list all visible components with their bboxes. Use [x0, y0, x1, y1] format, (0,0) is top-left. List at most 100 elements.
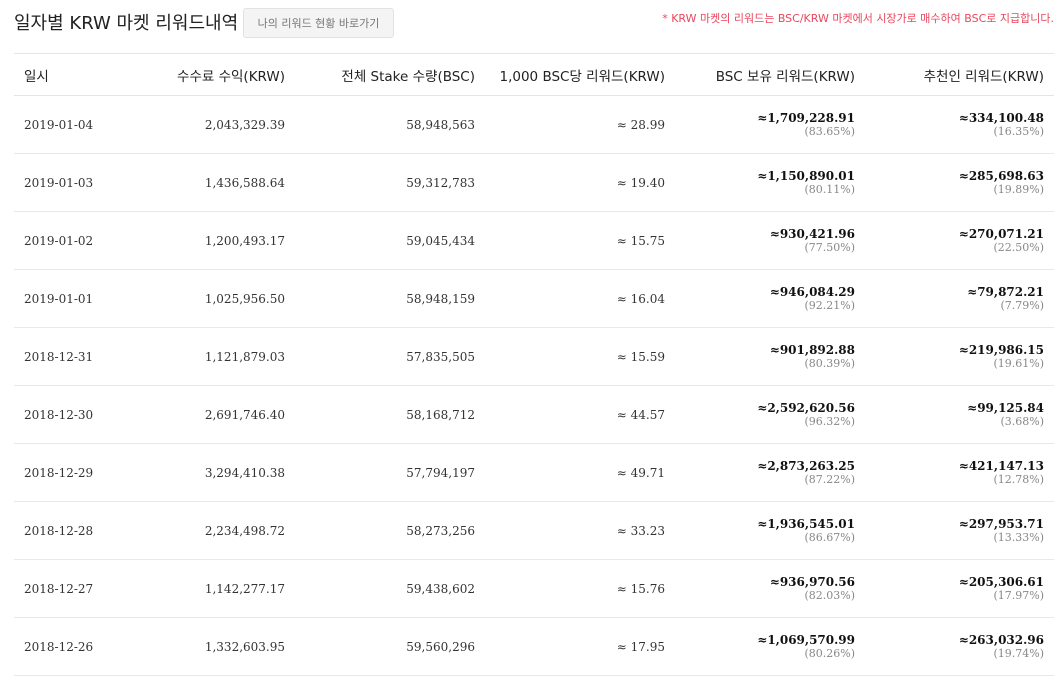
- column-header-date: 일시: [14, 53, 138, 96]
- holder-reward-percent: (87.22%): [804, 472, 855, 486]
- referrer-reward-value: ≈297,953.71: [958, 516, 1044, 531]
- table-row: 2018-12-31 1,121,879.03 57,835,505 ≈ 15.59 ≈…: [14, 327, 1054, 386]
- cell-date: 2018-12-30: [14, 385, 138, 444]
- referrer-reward-value: ≈263,032.96: [958, 632, 1044, 647]
- cell-fee-revenue: 1,436,588.64: [138, 153, 295, 212]
- cell-reward-per-1000: ≈ 15.59: [485, 327, 675, 386]
- holder-reward-value: ≈2,873,263.25: [757, 458, 855, 473]
- cell-holder-reward: ≈1,069,570.99 (80.26%): [675, 617, 865, 676]
- table-row: 2019-01-02 1,200,493.17 59,045,434 ≈ 15.75 ≈…: [14, 211, 1054, 270]
- my-reward-status-button[interactable]: 나의 리워드 현황 바로가기: [243, 8, 394, 38]
- cell-total-stake: 58,948,159: [295, 269, 485, 328]
- cell-fee-revenue: 1,025,956.50: [138, 269, 295, 328]
- column-header-referrer-reward: 추천인 리워드(KRW): [865, 53, 1054, 96]
- column-header-reward-per-1000: 1,000 BSC당 리워드(KRW): [485, 53, 675, 96]
- cell-date: 2018-12-29: [14, 443, 138, 502]
- cell-fee-revenue: 2,043,329.39: [138, 95, 295, 154]
- page-title: 일자별 KRW 마켓 리워드내역: [14, 13, 239, 34]
- cell-date: 2019-01-03: [14, 153, 138, 212]
- holder-reward-percent: (80.26%): [804, 646, 855, 660]
- table-row: 2018-12-27 1,142,277.17 59,438,602 ≈ 15.76 ≈…: [14, 559, 1054, 618]
- page-header: 일자별 KRW 마켓 리워드내역 나의 리워드 현황 바로가기 * KRW 마켓…: [0, 0, 1064, 52]
- holder-reward-percent: (80.39%): [804, 356, 855, 370]
- holder-reward-percent: (96.32%): [804, 414, 855, 428]
- cell-reward-per-1000: ≈ 15.76: [485, 559, 675, 618]
- referrer-reward-value: ≈219,986.15: [958, 342, 1044, 357]
- holder-reward-value: ≈930,421.96: [769, 226, 855, 241]
- cell-referrer-reward: ≈421,147.13 (12.78%): [865, 443, 1054, 502]
- referrer-reward-percent: (13.33%): [993, 530, 1044, 544]
- cell-referrer-reward: ≈285,698.63 (19.89%): [865, 153, 1054, 212]
- cell-referrer-reward: ≈79,872.21 (7.79%): [865, 269, 1054, 328]
- table-row: 2019-01-01 1,025,956.50 58,948,159 ≈ 16.04 ≈…: [14, 269, 1054, 328]
- cell-total-stake: 59,045,434: [295, 211, 485, 270]
- table-header-row: 일시 수수료 수익(KRW) 전체 Stake 수량(BSC) 1,000 BS…: [14, 53, 1054, 96]
- holder-reward-value: ≈1,936,545.01: [757, 516, 855, 531]
- table-row: 2018-12-28 2,234,498.72 58,273,256 ≈ 33.23 ≈…: [14, 501, 1054, 560]
- holder-reward-value: ≈1,709,228.91: [757, 110, 855, 125]
- referrer-reward-value: ≈270,071.21: [958, 226, 1044, 241]
- cell-holder-reward: ≈2,873,263.25 (87.22%): [675, 443, 865, 502]
- cell-reward-per-1000: ≈ 16.04: [485, 269, 675, 328]
- cell-fee-revenue: 2,234,498.72: [138, 501, 295, 560]
- cell-fee-revenue: 1,121,879.03: [138, 327, 295, 386]
- cell-reward-per-1000: ≈ 49.71: [485, 443, 675, 502]
- cell-holder-reward: ≈901,892.88 (80.39%): [675, 327, 865, 386]
- holder-reward-percent: (77.50%): [804, 240, 855, 254]
- cell-referrer-reward: ≈297,953.71 (13.33%): [865, 501, 1054, 560]
- table-row: 2019-01-03 1,436,588.64 59,312,783 ≈ 19.40 ≈…: [14, 153, 1054, 212]
- cell-reward-per-1000: ≈ 28.99: [485, 95, 675, 154]
- referrer-reward-value: ≈285,698.63: [958, 168, 1044, 183]
- cell-holder-reward: ≈1,709,228.91 (83.65%): [675, 95, 865, 154]
- cell-referrer-reward: ≈263,032.96 (19.74%): [865, 617, 1054, 676]
- reward-notice: * KRW 마켓의 리워드는 BSC/KRW 마켓에서 시장가로 매수하여 BS…: [662, 12, 1054, 25]
- referrer-reward-percent: (22.50%): [993, 240, 1044, 254]
- holder-reward-percent: (82.03%): [804, 588, 855, 602]
- referrer-reward-percent: (19.74%): [993, 646, 1044, 660]
- referrer-reward-percent: (17.97%): [993, 588, 1044, 602]
- table-row: 2019-01-04 2,043,329.39 58,948,563 ≈ 28.99 ≈…: [14, 95, 1054, 154]
- cell-reward-per-1000: ≈ 15.75: [485, 211, 675, 270]
- referrer-reward-value: ≈79,872.21: [967, 284, 1044, 299]
- cell-date: 2019-01-02: [14, 211, 138, 270]
- column-header-fee-revenue: 수수료 수익(KRW): [138, 53, 295, 96]
- cell-date: 2018-12-31: [14, 327, 138, 386]
- holder-reward-percent: (86.67%): [804, 530, 855, 544]
- cell-reward-per-1000: ≈ 44.57: [485, 385, 675, 444]
- holder-reward-value: ≈1,069,570.99: [757, 632, 855, 647]
- referrer-reward-value: ≈421,147.13: [958, 458, 1044, 473]
- cell-total-stake: 59,438,602: [295, 559, 485, 618]
- cell-total-stake: 59,312,783: [295, 153, 485, 212]
- holder-reward-value: ≈2,592,620.56: [757, 400, 855, 415]
- cell-holder-reward: ≈1,936,545.01 (86.67%): [675, 501, 865, 560]
- cell-reward-per-1000: ≈ 33.23: [485, 501, 675, 560]
- cell-referrer-reward: ≈99,125.84 (3.68%): [865, 385, 1054, 444]
- cell-total-stake: 59,560,296: [295, 617, 485, 676]
- table-body: 2019-01-04 2,043,329.39 58,948,563 ≈ 28.99 ≈…: [14, 95, 1054, 676]
- holder-reward-percent: (83.65%): [804, 124, 855, 138]
- cell-date: 2019-01-01: [14, 269, 138, 328]
- referrer-reward-percent: (16.35%): [993, 124, 1044, 138]
- cell-date: 2018-12-26: [14, 617, 138, 676]
- cell-fee-revenue: 1,200,493.17: [138, 211, 295, 270]
- cell-holder-reward: ≈2,592,620.56 (96.32%): [675, 385, 865, 444]
- cell-holder-reward: ≈946,084.29 (92.21%): [675, 269, 865, 328]
- cell-fee-revenue: 2,691,746.40: [138, 385, 295, 444]
- referrer-reward-percent: (19.61%): [993, 356, 1044, 370]
- table-row: 2018-12-26 1,332,603.95 59,560,296 ≈ 17.95 ≈…: [14, 617, 1054, 676]
- cell-date: 2019-01-04: [14, 95, 138, 154]
- cell-total-stake: 57,835,505: [295, 327, 485, 386]
- cell-reward-per-1000: ≈ 17.95: [485, 617, 675, 676]
- holder-reward-value: ≈946,084.29: [769, 284, 855, 299]
- holder-reward-percent: (80.11%): [804, 182, 855, 196]
- holder-reward-value: ≈901,892.88: [769, 342, 855, 357]
- referrer-reward-value: ≈99,125.84: [967, 400, 1044, 415]
- cell-holder-reward: ≈936,970.56 (82.03%): [675, 559, 865, 618]
- cell-date: 2018-12-27: [14, 559, 138, 618]
- cell-referrer-reward: ≈334,100.48 (16.35%): [865, 95, 1054, 154]
- referrer-reward-percent: (3.68%): [1000, 414, 1044, 428]
- table-row: 2018-12-30 2,691,746.40 58,168,712 ≈ 44.57 ≈…: [14, 385, 1054, 444]
- cell-fee-revenue: 3,294,410.38: [138, 443, 295, 502]
- column-header-holder-reward: BSC 보유 리워드(KRW): [675, 53, 865, 96]
- column-header-total-stake: 전체 Stake 수량(BSC): [295, 53, 485, 96]
